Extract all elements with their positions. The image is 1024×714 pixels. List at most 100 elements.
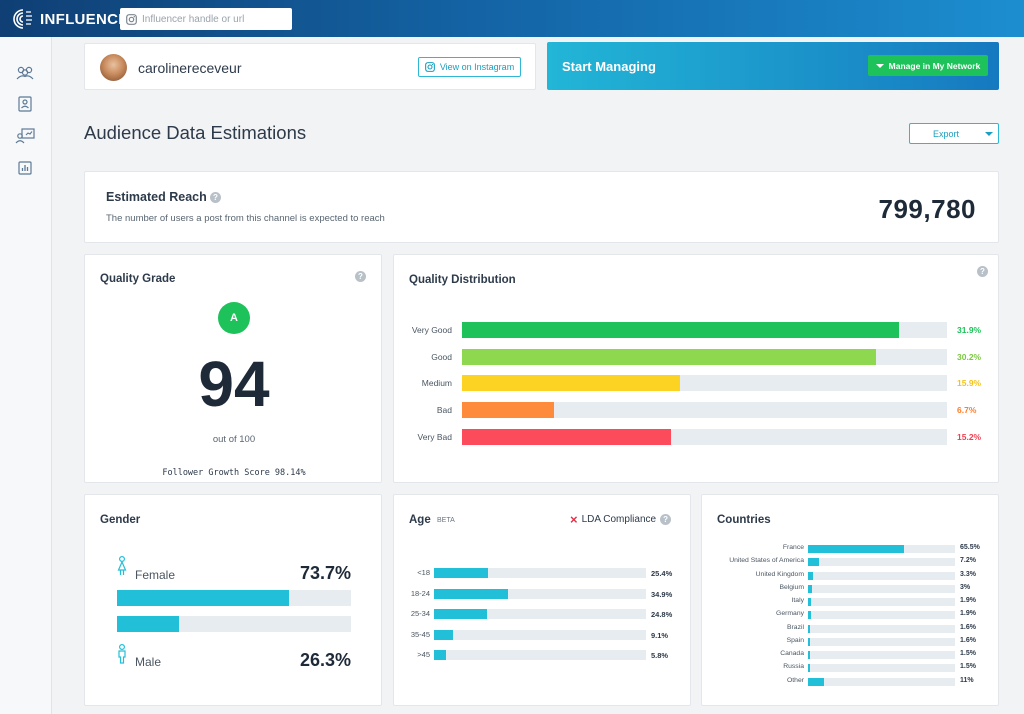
country-row: Russia 1.5% bbox=[702, 663, 1000, 673]
country-row-label: Canada bbox=[780, 650, 804, 657]
quality-row-percent: 30.2% bbox=[957, 351, 982, 362]
country-bar-fill bbox=[808, 598, 811, 606]
male-value: 26.3% bbox=[299, 650, 351, 670]
quality-bar-fill bbox=[462, 348, 877, 365]
instagram-icon bbox=[126, 13, 137, 25]
quality-row-label: Very Bad bbox=[417, 431, 453, 442]
view-on-instagram-button[interactable]: View on Instagram bbox=[418, 57, 521, 77]
beta-badge: BETA bbox=[437, 517, 455, 524]
quality-row-label: Bad bbox=[436, 405, 452, 416]
quality-row-label: Medium bbox=[421, 378, 452, 389]
male-icon bbox=[118, 644, 126, 664]
age-bar-fill bbox=[434, 568, 488, 578]
country-bar-track bbox=[808, 545, 955, 553]
age-row-label: 35-45 bbox=[410, 629, 430, 639]
search-input[interactable] bbox=[142, 13, 282, 25]
country-bar-fill bbox=[808, 637, 811, 646]
quality-row: Medium 15.9% bbox=[394, 375, 1000, 392]
age-row: <18 25.4% bbox=[394, 568, 692, 578]
follower-growth-score: Follower Growth Score 98.14% bbox=[162, 468, 306, 478]
male-bar bbox=[117, 616, 351, 632]
manage-in-network-button[interactable]: Manage in My Network bbox=[868, 55, 988, 76]
quality-grade-title: Quality Grade bbox=[100, 273, 176, 285]
age-bar-fill bbox=[434, 650, 447, 661]
countries-card: Countries France 65.5% United States of Am… bbox=[701, 494, 999, 706]
country-row-percent: 3% bbox=[960, 583, 971, 591]
avatar[interactable] bbox=[100, 54, 127, 81]
country-row: Canada 1.5% bbox=[702, 650, 1000, 659]
help-icon[interactable]: ? bbox=[977, 266, 988, 277]
presentation-user-icon bbox=[15, 128, 35, 144]
username[interactable]: carolinereceveur bbox=[138, 60, 242, 76]
country-row-percent: 65.5% bbox=[960, 544, 980, 551]
age-bar-fill bbox=[434, 629, 454, 640]
country-bar-track bbox=[808, 677, 955, 686]
country-bar-track bbox=[808, 664, 955, 673]
country-row-label: Other bbox=[787, 676, 804, 684]
profile-card: carolinereceveur View on Instagram bbox=[84, 43, 536, 90]
country-row-label: United Kingdom bbox=[755, 570, 804, 578]
quality-row: Good 30.2% bbox=[394, 348, 1000, 365]
sidebar-item-reports[interactable] bbox=[14, 158, 36, 178]
age-bar-fill bbox=[434, 588, 509, 599]
country-bar-track bbox=[808, 611, 955, 620]
country-row: Germany 1.9% bbox=[702, 610, 1000, 620]
country-row: Brazil 1.6% bbox=[702, 623, 1000, 633]
sidebar-item-discover[interactable] bbox=[14, 63, 36, 83]
country-bar-track bbox=[808, 637, 955, 646]
male-label: Male bbox=[135, 655, 162, 669]
export-dropdown[interactable]: Export bbox=[909, 123, 999, 144]
chevron-down-icon bbox=[985, 132, 993, 136]
country-row: France 65.5% bbox=[702, 544, 1000, 553]
manage-in-network-label: Manage in My Network bbox=[888, 60, 981, 71]
age-row-percent: 24.8% bbox=[651, 610, 673, 620]
sidebar-item-profiles[interactable] bbox=[14, 94, 36, 114]
quality-bar-fill bbox=[462, 375, 681, 392]
country-row-percent: 7.2% bbox=[960, 557, 976, 565]
sidebar-item-network[interactable] bbox=[14, 126, 36, 146]
instagram-icon bbox=[424, 62, 435, 72]
quality-bar-track bbox=[462, 375, 947, 392]
search-box[interactable] bbox=[120, 8, 292, 30]
quality-distribution-title: Quality Distribution bbox=[409, 274, 516, 286]
gender-title: Gender bbox=[100, 514, 141, 526]
country-row: United Kingdom 3.3% bbox=[702, 570, 1000, 580]
start-managing-banner: Start Managing Manage in My Network bbox=[547, 42, 999, 90]
help-icon[interactable]: ? bbox=[355, 271, 366, 282]
logo-icon bbox=[13, 9, 32, 29]
gender-card: Gender Female 73.7% Male 26.3% bbox=[84, 494, 382, 706]
quality-bar-fill bbox=[462, 402, 555, 419]
female-bar-fill bbox=[117, 590, 290, 606]
age-row: >45 5.8% bbox=[394, 650, 692, 661]
age-bar-track bbox=[434, 650, 646, 661]
age-card: Age BETA × LDA Compliance ? <18 25.4% 18-2… bbox=[393, 494, 691, 706]
estimated-reach-card: Estimated Reach ? The number of users a … bbox=[84, 171, 999, 243]
quality-distribution-card: Quality Distribution ? Very Good 31.9% Goo… bbox=[393, 254, 999, 483]
country-bar-fill bbox=[808, 651, 811, 659]
age-bar-track bbox=[434, 568, 646, 578]
countries-title: Countries bbox=[717, 514, 771, 526]
age-row-percent: 25.4% bbox=[651, 569, 673, 578]
age-row-percent: 5.8% bbox=[651, 651, 669, 661]
country-row-percent: 1.5% bbox=[960, 663, 976, 671]
country-bar-fill bbox=[808, 545, 905, 553]
country-bar-track bbox=[808, 571, 955, 580]
country-bar-track bbox=[808, 598, 955, 606]
country-bar-track bbox=[808, 558, 955, 567]
caret-down-icon bbox=[875, 63, 884, 68]
lda-compliance-label: LDA Compliance bbox=[581, 514, 657, 525]
quality-row-percent: 15.9% bbox=[957, 378, 982, 389]
country-row: Other 11% bbox=[702, 676, 1000, 686]
country-row-percent: 1.6% bbox=[960, 623, 976, 631]
help-icon[interactable]: ? bbox=[660, 514, 672, 525]
quality-grade-card: Quality Grade ? A 94 out of 100 Follower… bbox=[84, 254, 382, 483]
users-group-icon bbox=[16, 66, 34, 80]
quality-row-percent: 31.9% bbox=[957, 325, 982, 335]
lda-compliance[interactable]: × LDA Compliance ? bbox=[570, 511, 672, 527]
country-bar-fill bbox=[808, 571, 813, 580]
help-icon[interactable]: ? bbox=[210, 192, 221, 203]
quality-bar-track bbox=[462, 348, 947, 365]
country-row-label: France bbox=[782, 544, 804, 551]
close-icon: × bbox=[570, 511, 578, 527]
quality-row-percent: 15.2% bbox=[957, 431, 982, 442]
